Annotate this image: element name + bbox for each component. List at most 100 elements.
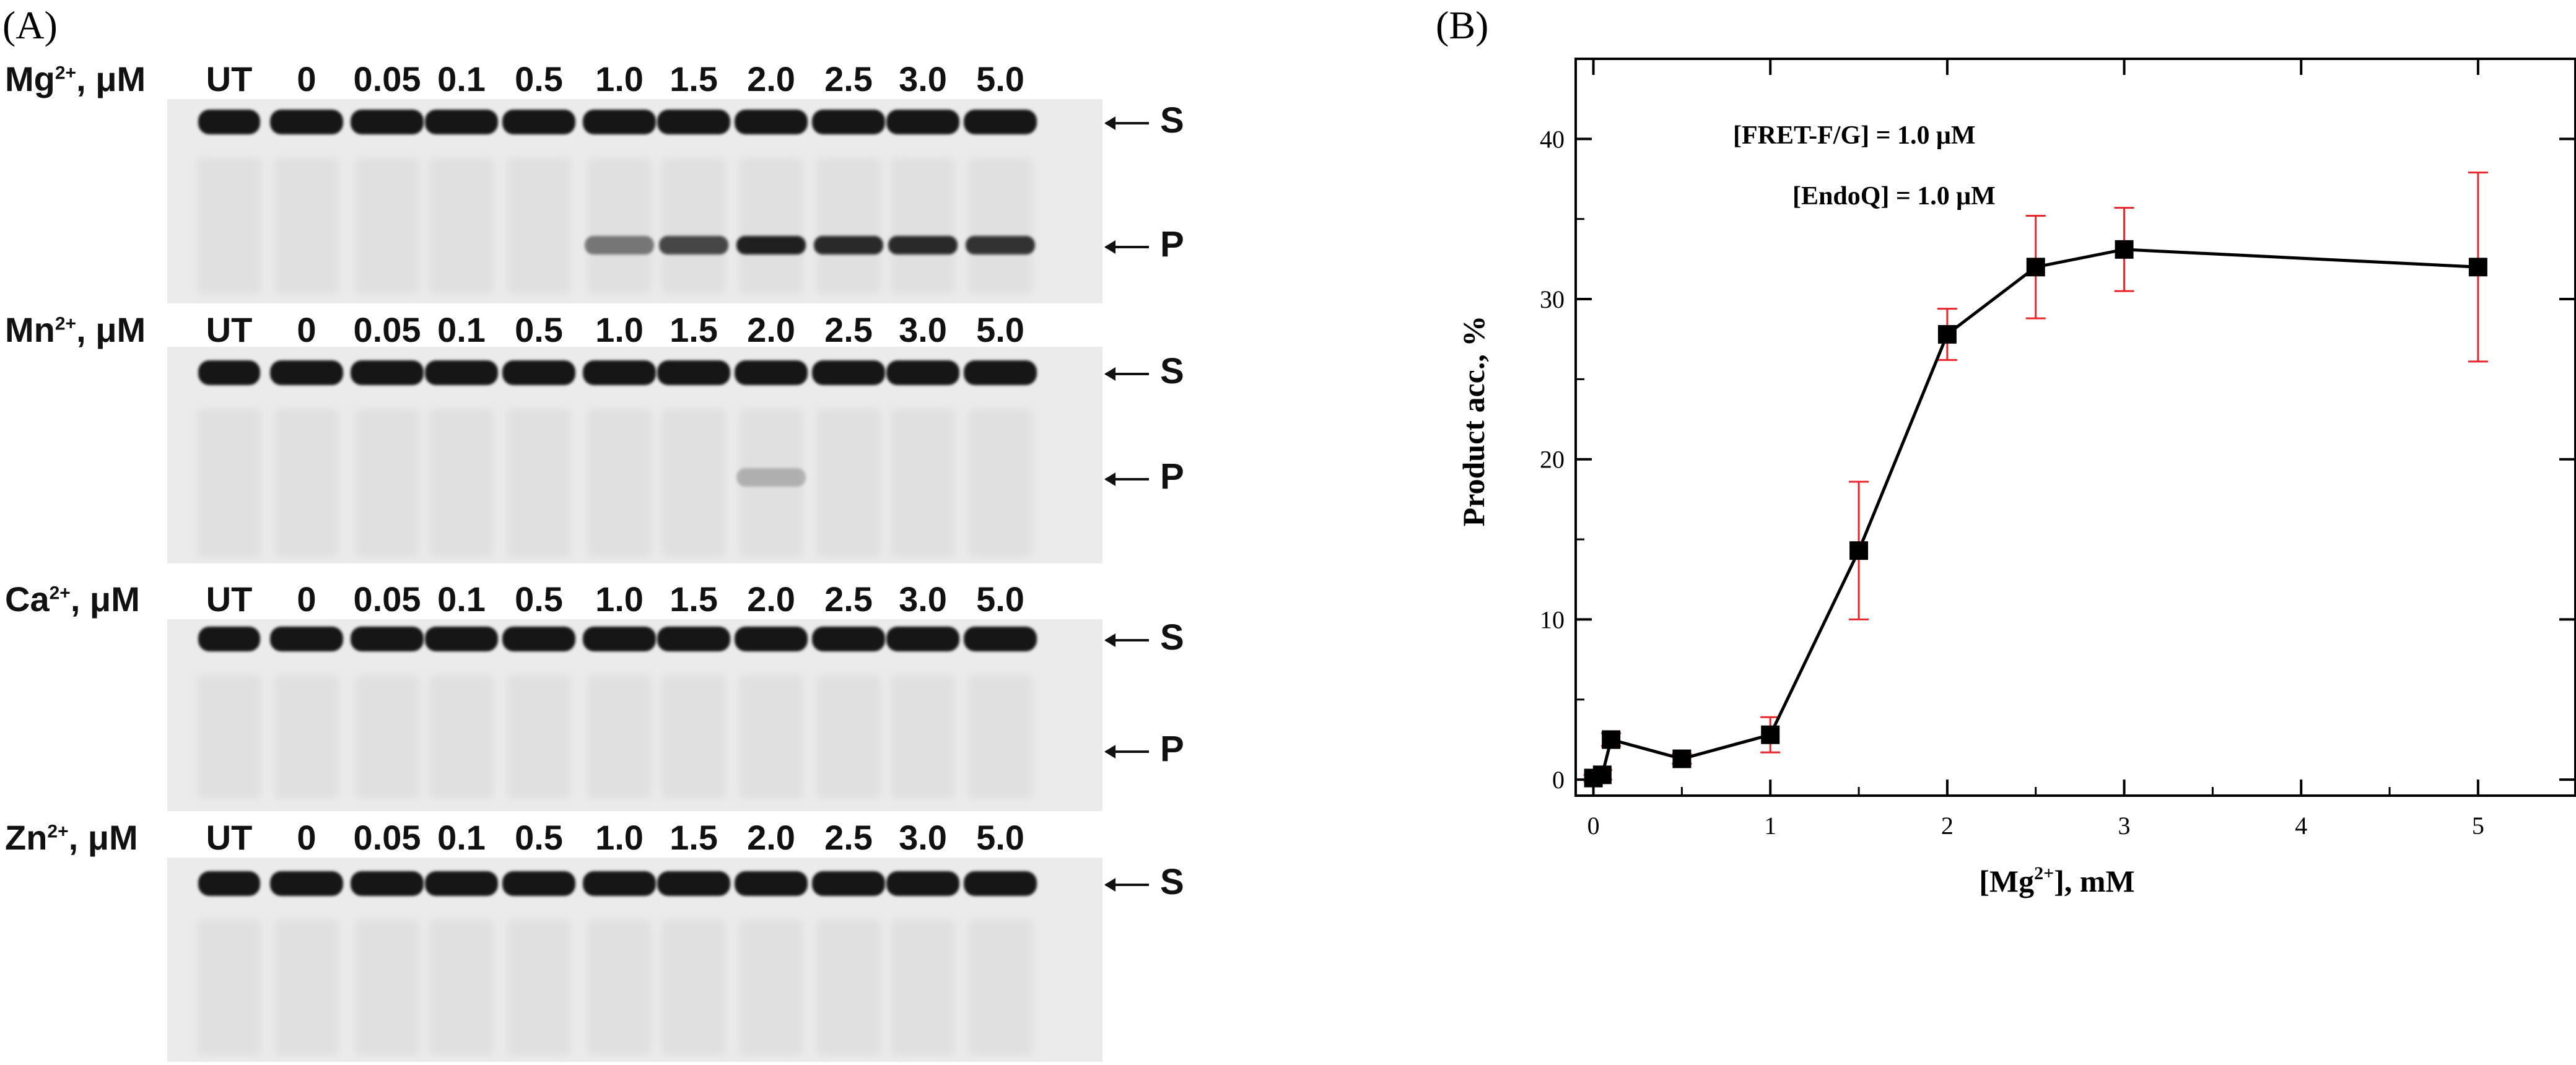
lane-smear bbox=[661, 158, 726, 294]
substrate-band bbox=[425, 110, 498, 134]
lane-smear bbox=[816, 409, 881, 557]
substrate-band bbox=[583, 871, 656, 896]
lane-label: 0.5 bbox=[515, 580, 563, 619]
x-axis-label: [Mg2+], mM bbox=[1979, 863, 2134, 898]
lane-smear bbox=[587, 675, 652, 799]
lane-smear bbox=[968, 409, 1033, 557]
product-marker-label: P bbox=[1160, 456, 1184, 497]
lane-smear bbox=[429, 409, 494, 557]
lane-smear bbox=[274, 409, 339, 557]
plot-frame bbox=[1574, 58, 2576, 797]
substrate-band bbox=[735, 360, 808, 385]
substrate-band bbox=[502, 360, 575, 385]
lane-label: 1.5 bbox=[670, 580, 718, 619]
substrate-band bbox=[502, 627, 575, 651]
y-tick-label: 40 bbox=[1540, 125, 1565, 153]
lane-smear bbox=[507, 158, 571, 294]
substrate-band bbox=[964, 360, 1037, 385]
lane-label: 1.5 bbox=[670, 59, 718, 98]
product-band bbox=[888, 236, 958, 254]
substrate-band bbox=[270, 627, 343, 651]
substrate-band bbox=[964, 110, 1037, 134]
substrate-band bbox=[198, 110, 260, 134]
lane-smear bbox=[197, 158, 261, 294]
substrate-band bbox=[886, 627, 959, 651]
lane-label: 2.5 bbox=[824, 818, 873, 857]
substrate-marker-label: S bbox=[1160, 617, 1184, 658]
lane-smear bbox=[661, 409, 726, 557]
arrow-left-icon bbox=[1104, 744, 1149, 759]
x-tick-label: 4 bbox=[2295, 812, 2307, 840]
substrate-band bbox=[964, 871, 1037, 896]
arrow-left-icon bbox=[1104, 116, 1149, 130]
lane-smear bbox=[816, 675, 881, 799]
lane-label: 1.5 bbox=[670, 818, 718, 857]
substrate-band bbox=[351, 627, 424, 651]
lane-smear bbox=[274, 919, 339, 1056]
lane-label: 3.0 bbox=[899, 310, 947, 349]
x-tick-label: 0 bbox=[1587, 812, 1600, 840]
lane-smear bbox=[587, 158, 652, 294]
metal-label-mn: Mn2+, μM bbox=[5, 310, 146, 349]
substrate-marker-label: S bbox=[1160, 351, 1184, 391]
lane-label: 1.0 bbox=[595, 310, 644, 349]
substrate-marker: S bbox=[1104, 617, 1184, 658]
lane-label: 0.05 bbox=[353, 59, 421, 98]
data-point bbox=[1672, 749, 1692, 768]
substrate-band bbox=[425, 360, 498, 385]
lane-smear bbox=[587, 409, 652, 557]
lane-label: 2.0 bbox=[747, 818, 795, 857]
lane-smear bbox=[891, 409, 955, 557]
lane-smear bbox=[197, 675, 261, 799]
substrate-band bbox=[351, 110, 424, 134]
x-tick-label: 1 bbox=[1764, 812, 1776, 840]
x-tick-label: 5 bbox=[2472, 812, 2484, 840]
product-band bbox=[585, 236, 654, 254]
lane-label: 5.0 bbox=[976, 310, 1024, 349]
substrate-band bbox=[198, 360, 260, 385]
lane-label: 0.1 bbox=[437, 310, 486, 349]
y-tick-label: 10 bbox=[1540, 606, 1565, 633]
substrate-band bbox=[583, 360, 656, 385]
lane-label: 0 bbox=[297, 818, 317, 857]
lane-smear bbox=[274, 675, 339, 799]
lane-smear bbox=[968, 919, 1033, 1056]
y-axis-label: Product acc., % bbox=[1456, 316, 1491, 527]
substrate-band bbox=[198, 627, 260, 651]
product-marker: P bbox=[1104, 728, 1184, 770]
lane-smear bbox=[816, 919, 881, 1056]
arrow-left-icon bbox=[1104, 633, 1149, 647]
arrow-left-icon bbox=[1104, 240, 1149, 254]
data-point bbox=[1937, 324, 1957, 344]
lane-label: UT bbox=[206, 59, 253, 98]
lane-label: 3.0 bbox=[899, 59, 947, 98]
substrate-band bbox=[812, 627, 885, 651]
lane-label: 0.1 bbox=[437, 59, 486, 98]
substrate-band bbox=[583, 110, 656, 134]
lane-smear bbox=[355, 675, 419, 799]
lane-label: 2.0 bbox=[747, 310, 795, 349]
arrow-left-icon bbox=[1104, 877, 1149, 892]
lane-smear bbox=[507, 409, 571, 557]
substrate-band bbox=[735, 110, 808, 134]
product-marker-label: P bbox=[1160, 224, 1184, 264]
product-marker: P bbox=[1104, 456, 1184, 497]
lane-label: 0.1 bbox=[437, 818, 486, 857]
substrate-marker: S bbox=[1104, 861, 1184, 903]
lane-smear bbox=[739, 158, 803, 294]
lane-label: 5.0 bbox=[976, 59, 1024, 98]
annotation-endoq: [EndoQ] = 1.0 μM bbox=[1792, 182, 1996, 211]
substrate-band bbox=[886, 871, 959, 896]
x-tick-label: 3 bbox=[2118, 812, 2131, 840]
lane-smear bbox=[816, 158, 881, 294]
lane-label: 0 bbox=[297, 59, 317, 98]
lane-smear bbox=[507, 919, 571, 1056]
metal-label-zn: Zn2+, μM bbox=[5, 818, 138, 857]
lane-smear bbox=[968, 158, 1033, 294]
substrate-band bbox=[812, 871, 885, 896]
lane-label: 0 bbox=[297, 310, 317, 349]
lane-smear bbox=[429, 675, 494, 799]
substrate-band bbox=[812, 110, 885, 134]
lane-smear bbox=[891, 158, 955, 294]
lane-label: 1.0 bbox=[595, 818, 644, 857]
